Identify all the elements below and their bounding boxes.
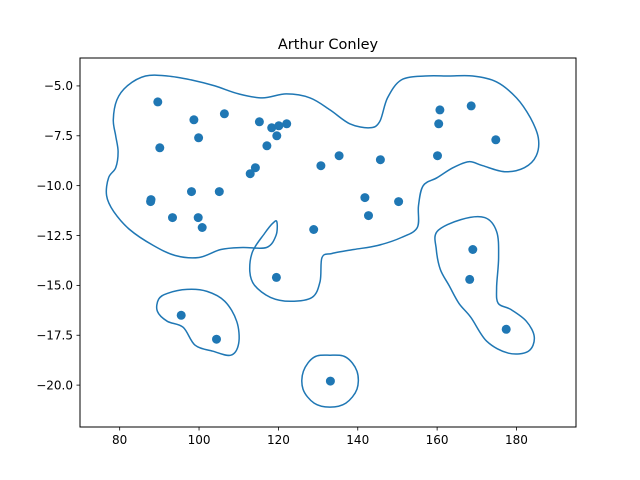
data-point-4 <box>146 197 156 207</box>
data-point-17 <box>267 123 277 133</box>
data-point-32 <box>466 101 476 111</box>
data-point-2 <box>155 143 165 153</box>
data-point-26 <box>364 211 373 221</box>
data-point-20 <box>282 119 292 129</box>
y-tick-label: −17.5 <box>36 329 73 343</box>
data-point-1 <box>153 97 163 107</box>
data-point-36 <box>501 324 511 334</box>
data-point-22 <box>309 225 319 234</box>
data-point-25 <box>360 193 370 203</box>
data-point-10 <box>197 223 207 232</box>
data-point-30 <box>434 119 444 129</box>
data-point-11 <box>214 187 224 197</box>
contour-line-3 <box>155 288 240 357</box>
data-point-23 <box>316 161 326 171</box>
data-point-28 <box>394 197 404 207</box>
axis-ticks: 80 100 120 140 160 180 −5.0 −7.5 −10.0 −12.5 −15.0… <box>36 79 528 447</box>
data-point-29 <box>433 151 442 161</box>
data-point-12 <box>219 109 229 119</box>
contour-line-4 <box>301 354 360 408</box>
x-tick-label: 180 <box>505 433 528 447</box>
y-tick-label: −20.0 <box>36 378 73 392</box>
data-point-13 <box>245 169 255 179</box>
y-tick-label: −5.0 <box>44 79 73 93</box>
x-tick-label: 80 <box>112 433 127 447</box>
contour-layer <box>105 74 540 408</box>
data-point-33 <box>491 135 501 145</box>
data-point-5 <box>168 213 177 223</box>
y-tick-label: −7.5 <box>44 129 73 143</box>
data-point-9 <box>193 213 203 223</box>
data-point-34 <box>468 245 478 254</box>
x-tick-label: 140 <box>346 433 369 447</box>
data-point-15 <box>254 117 264 127</box>
data-point-16 <box>262 141 272 151</box>
data-point-7 <box>194 133 204 143</box>
y-tick-label: −12.5 <box>36 229 73 243</box>
x-tick-label: 100 <box>188 433 211 447</box>
chart-title: Arthur Conley <box>278 37 379 53</box>
contour-line-2 <box>434 215 536 355</box>
data-point-39 <box>325 376 335 386</box>
data-point-8 <box>187 187 196 197</box>
points-layer <box>146 97 511 386</box>
x-tick-label: 120 <box>267 433 290 447</box>
data-point-27 <box>375 155 385 165</box>
data-point-35 <box>465 274 475 284</box>
data-point-21 <box>271 272 281 282</box>
contour-line-1 <box>105 74 540 303</box>
plot-frame <box>79 57 577 428</box>
data-point-31 <box>435 105 445 115</box>
data-point-18 <box>272 131 282 141</box>
x-tick-label: 160 <box>426 433 449 447</box>
y-tick-label: −10.0 <box>36 179 73 193</box>
data-point-37 <box>176 310 186 320</box>
data-point-14 <box>250 163 260 173</box>
data-point-24 <box>334 151 344 161</box>
data-point-6 <box>189 115 199 125</box>
data-point-19 <box>274 121 284 131</box>
data-point-38 <box>212 334 221 344</box>
y-tick-label: −15.0 <box>36 279 73 293</box>
